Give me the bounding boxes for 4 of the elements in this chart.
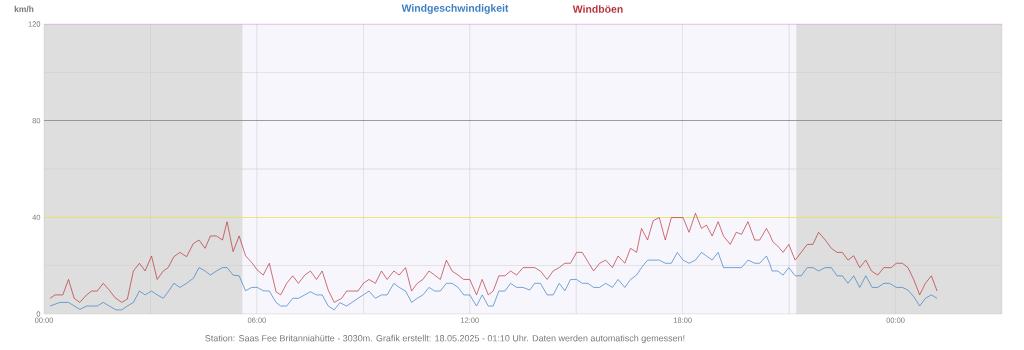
text: Windgeschwindigkeit xyxy=(401,4,509,14)
text: Windböen xyxy=(572,5,623,13)
text: Station: Saas Fee Britanniahütte - 3030m. Grafik erstellt: 18.05.2025 - 01:10 Uhr. Daten werden automatisch gemessen! xyxy=(205,334,685,344)
y-axis-title: km/h xyxy=(14,5,34,13)
